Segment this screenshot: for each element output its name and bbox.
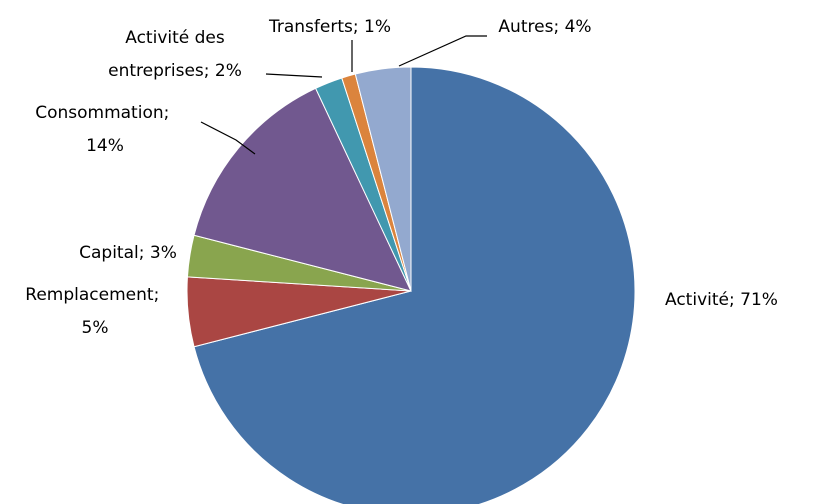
data-label-separator: ; bbox=[553, 17, 564, 37]
data-label-separator: ; bbox=[204, 61, 215, 81]
data-label-value: 14% bbox=[86, 136, 124, 156]
data-label: Transferts; 1% bbox=[268, 17, 391, 37]
data-label-separator: ; bbox=[139, 243, 150, 263]
data-label-value: 3% bbox=[150, 243, 177, 263]
data-label: Capital; 3% bbox=[79, 243, 177, 263]
data-label-category: Remplacement bbox=[25, 285, 154, 305]
data-label-separator: ; bbox=[729, 290, 740, 310]
data-label-separator: ; bbox=[154, 285, 165, 305]
data-label: Remplacement; 5% bbox=[25, 285, 164, 338]
data-label-value: 2% bbox=[215, 61, 242, 81]
leader-line bbox=[398, 35, 487, 67]
data-label-value: 5% bbox=[82, 318, 109, 338]
leader-line bbox=[200, 121, 256, 155]
data-label: Activité; 71% bbox=[665, 290, 778, 310]
data-label-value: 4% bbox=[565, 17, 592, 37]
data-label-category: Transferts bbox=[268, 17, 353, 37]
pie-slice bbox=[193, 87, 412, 292]
data-label-value: 71% bbox=[740, 290, 778, 310]
data-label-separator: ; bbox=[164, 103, 175, 123]
data-label-category: Consommation bbox=[35, 103, 163, 123]
pie-slice bbox=[354, 66, 412, 292]
data-label: Autres; 4% bbox=[498, 17, 591, 37]
data-label-category: Activité bbox=[665, 290, 729, 310]
data-label-category: Activité des bbox=[125, 28, 225, 48]
leader-line bbox=[265, 73, 323, 78]
data-label-category: Capital bbox=[79, 243, 139, 263]
data-label-value: 1% bbox=[364, 17, 391, 37]
data-label: Consommation; 14% bbox=[35, 103, 175, 156]
data-label-category: Autres bbox=[498, 17, 553, 37]
pie-slice bbox=[193, 66, 636, 504]
data-label-separator: ; bbox=[353, 17, 364, 37]
data-label-category: entreprises bbox=[108, 61, 204, 81]
data-label: Activité des entreprises; 2% bbox=[108, 28, 242, 81]
